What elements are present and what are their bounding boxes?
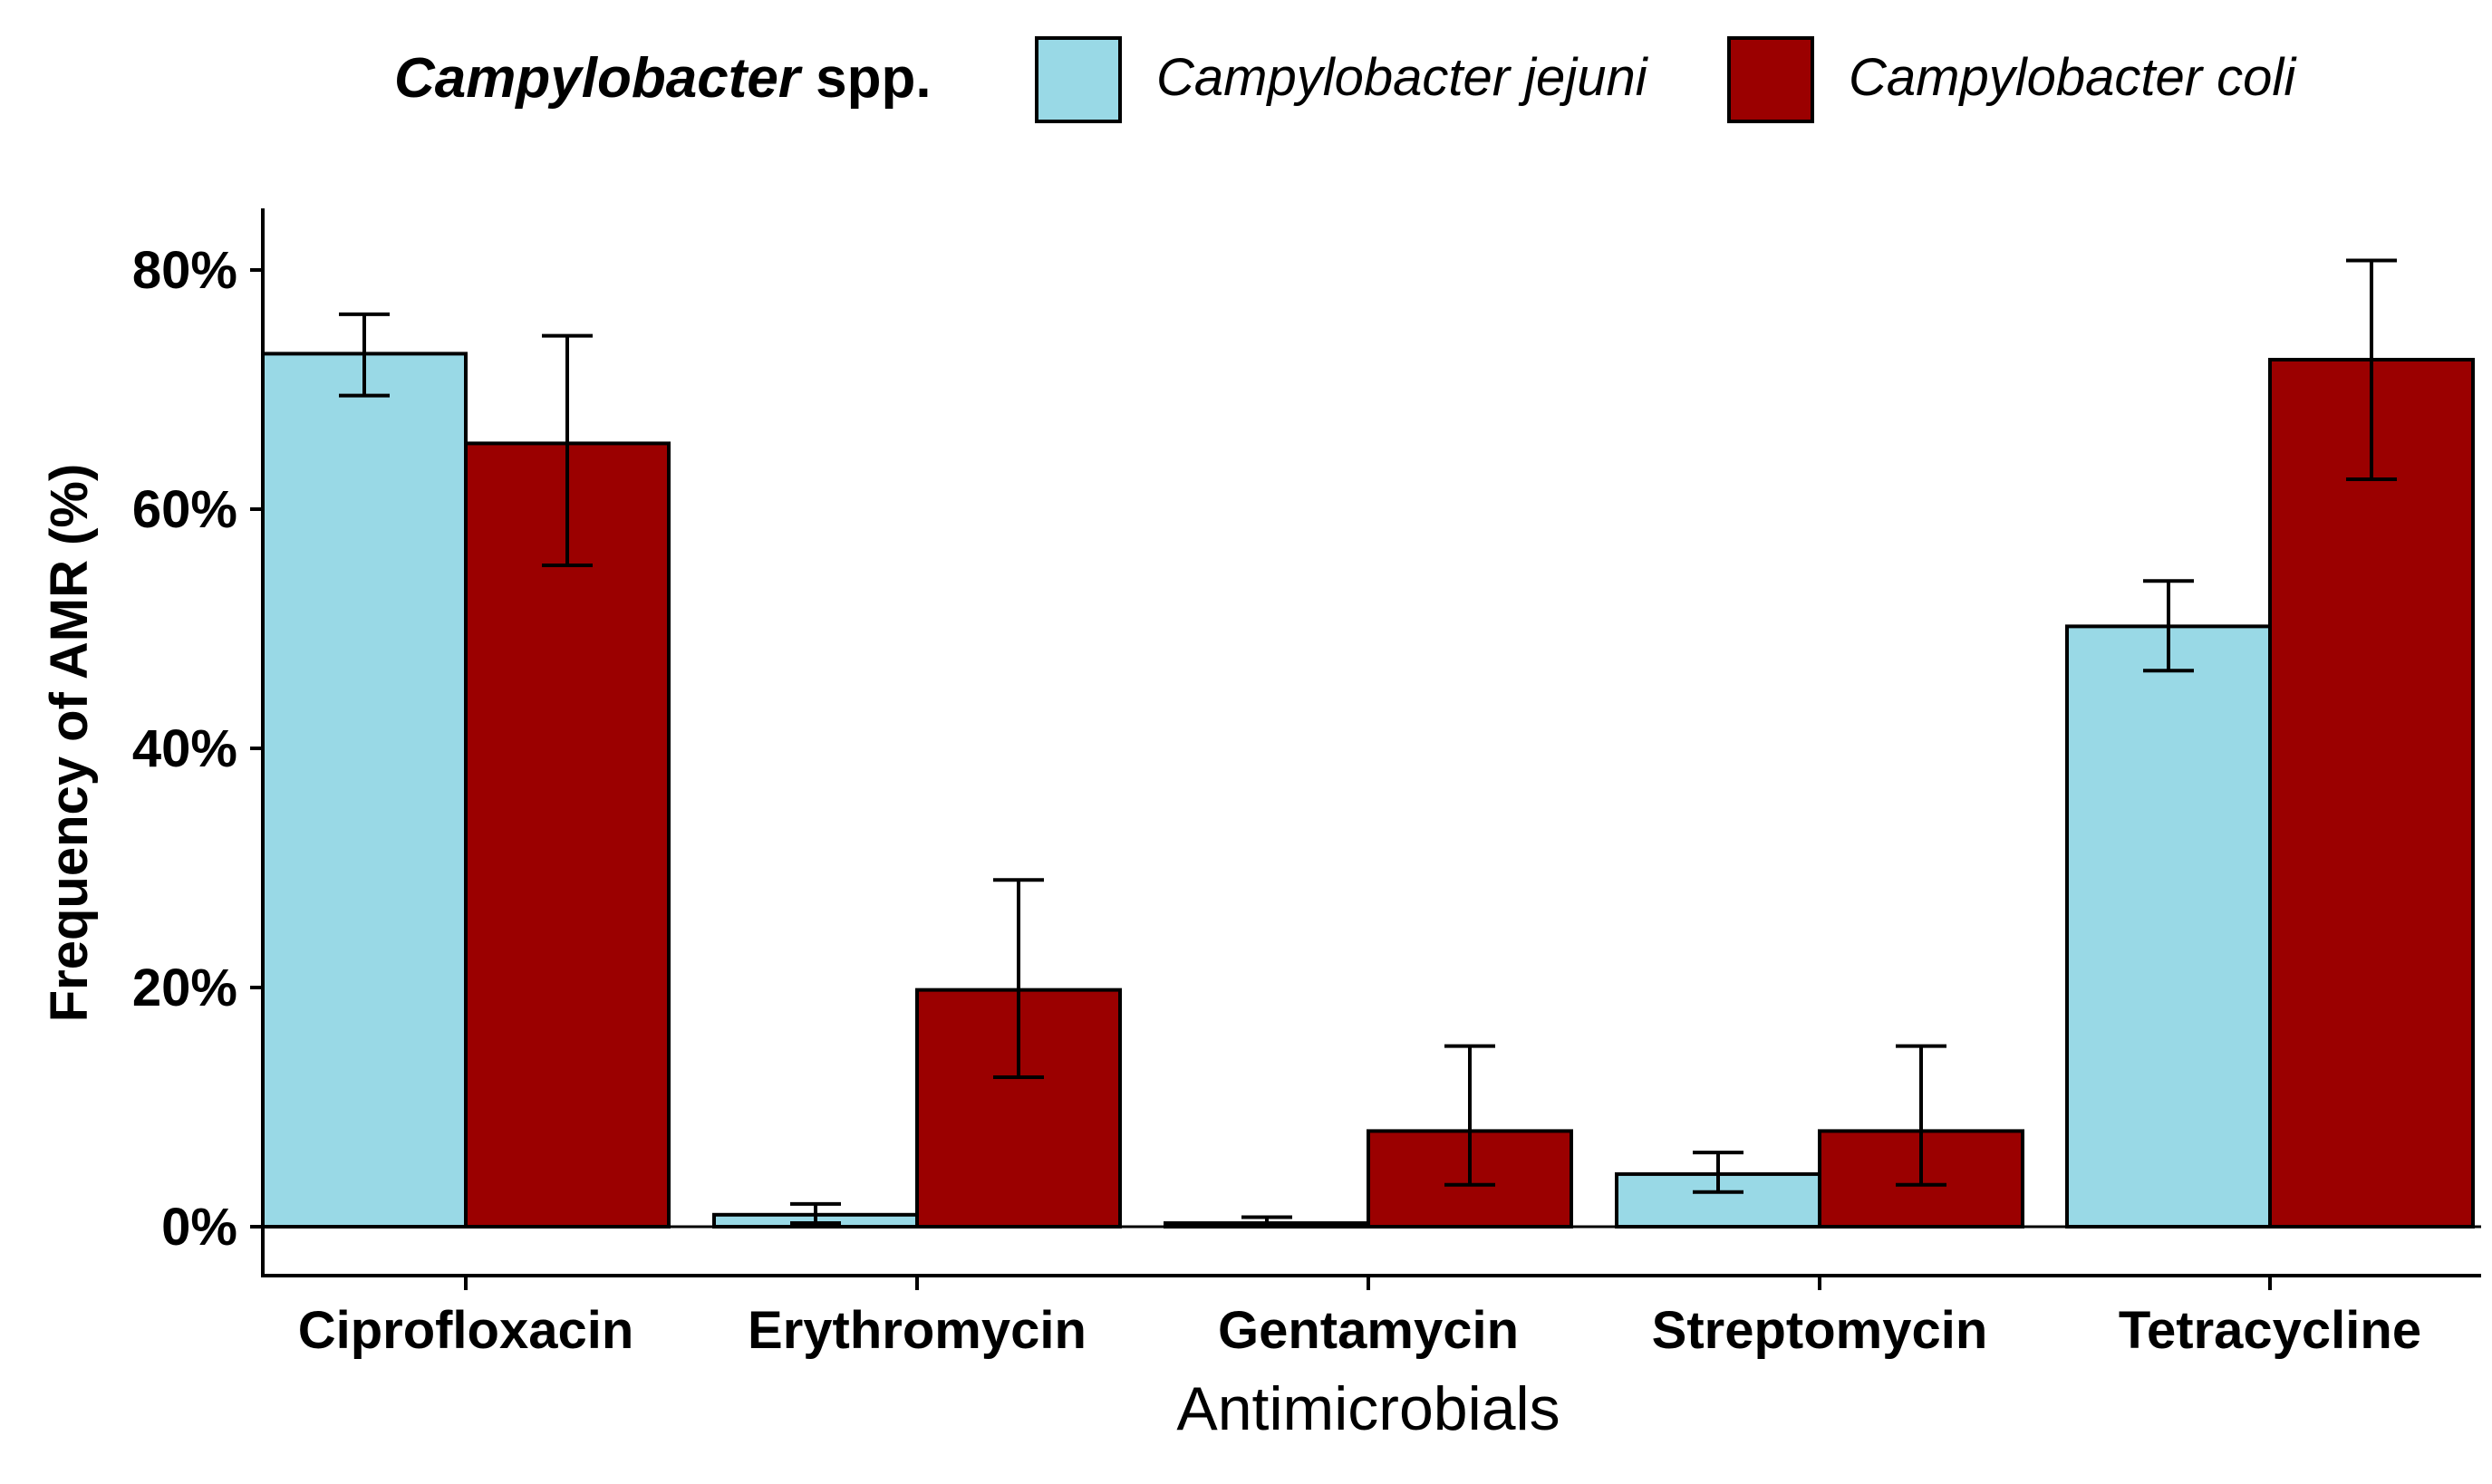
x-tick-label: Streptomycin bbox=[1652, 1301, 1988, 1360]
error-bar-coli bbox=[1896, 1044, 1946, 1187]
legend: Campylobacter spp. Campylobacter jejuni … bbox=[394, 36, 2297, 123]
legend-label-coli: Campylobacter coli bbox=[1849, 48, 2297, 107]
y-axis-ticks: 0% 20% 40% 60% 80% bbox=[132, 241, 263, 1257]
bar-jejuni bbox=[261, 352, 468, 1229]
error-bar-coli bbox=[542, 333, 593, 568]
legend-key-jejuni bbox=[1035, 36, 1122, 123]
x-tick-label: Erythromycin bbox=[748, 1301, 1087, 1360]
error-bar-jejuni bbox=[1693, 1151, 1743, 1194]
y-tick-label: 20% bbox=[132, 959, 237, 1017]
legend-title-rest: spp. bbox=[800, 47, 932, 110]
error-bars bbox=[339, 258, 2397, 1229]
legend-label-jejuni: Campylobacter jejuni bbox=[1156, 48, 1649, 107]
legend-title-italic: Campylobacter bbox=[394, 47, 803, 110]
y-tick-label: 40% bbox=[132, 719, 237, 778]
error-bar-jejuni bbox=[1241, 1215, 1292, 1229]
legend-title: Campylobacter spp. bbox=[394, 47, 932, 110]
x-tick-label: Ciprofloxacin bbox=[298, 1301, 634, 1360]
error-bar-jejuni bbox=[339, 312, 390, 398]
error-bar-jejuni bbox=[2143, 579, 2194, 673]
bar-jejuni bbox=[2065, 624, 2272, 1229]
x-axis-title: Antimicrobials bbox=[1176, 1374, 1560, 1443]
bars bbox=[261, 352, 2475, 1229]
error-bar-coli bbox=[993, 878, 1044, 1079]
x-tick-label: Tetracycline bbox=[2119, 1301, 2421, 1360]
error-bar-coli bbox=[2346, 258, 2397, 481]
x-tick-label: Gentamycin bbox=[1218, 1301, 1519, 1360]
x-axis-ticks: Ciprofloxacin Erythromycin Gentamycin Strep… bbox=[298, 1276, 2421, 1360]
y-tick-label: 0% bbox=[161, 1198, 237, 1257]
y-tick-label: 80% bbox=[132, 241, 237, 300]
legend-key-coli bbox=[1727, 36, 1814, 123]
bar-coli bbox=[2268, 358, 2475, 1229]
error-bar-jejuni bbox=[790, 1201, 841, 1226]
y-axis-title: Frequency of AMR (%) bbox=[40, 464, 99, 1023]
bar-coli bbox=[464, 441, 671, 1229]
error-bar-coli bbox=[1444, 1044, 1495, 1187]
y-tick-label: 60% bbox=[132, 480, 237, 539]
